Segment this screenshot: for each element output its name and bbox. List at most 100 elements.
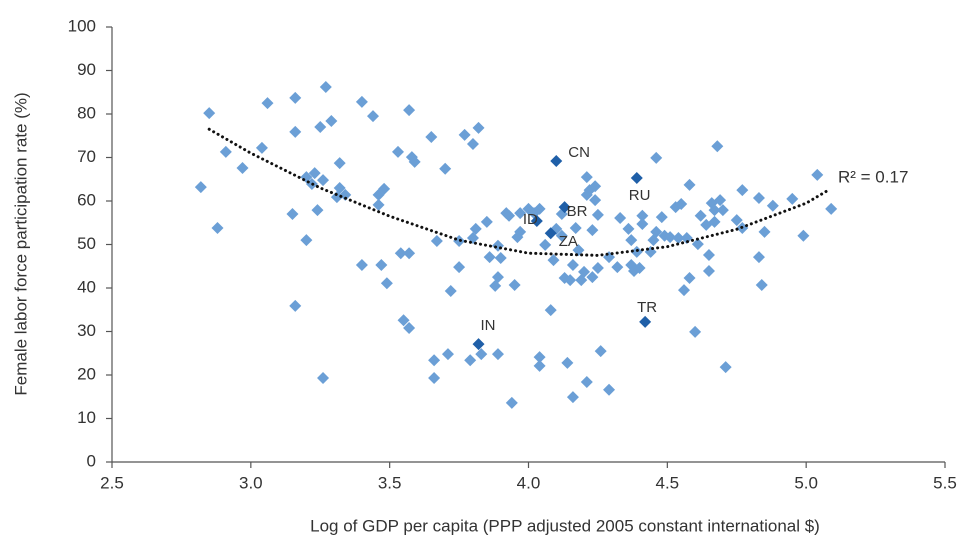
scatter-point <box>403 322 416 335</box>
scatter-point <box>683 271 696 284</box>
y-tick-label: 30 <box>77 321 96 340</box>
scatter-point <box>530 215 543 228</box>
scatter-point <box>558 201 571 214</box>
scatter-point <box>533 359 546 372</box>
scatter-point <box>630 245 643 258</box>
scatter-point <box>564 274 577 287</box>
scatter-point <box>633 261 646 274</box>
scatter-point <box>289 299 302 312</box>
scatter-point <box>491 271 504 284</box>
scatter-point <box>644 245 657 258</box>
scatter-point <box>708 204 721 217</box>
scatter-point <box>730 214 743 227</box>
y-tick-label: 90 <box>77 60 96 79</box>
scatter-point <box>708 215 721 228</box>
scatter-point <box>219 145 232 158</box>
scatter-point <box>591 208 604 221</box>
scatter-point <box>636 209 649 222</box>
point-label: ID <box>523 211 538 228</box>
scatter-point <box>311 204 324 217</box>
scatter-point <box>752 251 765 264</box>
scatter-point <box>589 180 602 193</box>
scatter-point <box>367 110 380 123</box>
scatter-point <box>317 174 330 187</box>
scatter-point <box>675 198 688 211</box>
scatter-point <box>330 191 343 204</box>
scatter-point <box>639 315 652 328</box>
scatter-point <box>397 314 410 327</box>
scatter-point <box>694 209 707 222</box>
scatter-point <box>314 121 327 134</box>
scatter-point <box>211 221 224 234</box>
scatter-point <box>622 222 635 235</box>
scatter-point <box>333 181 346 194</box>
scatter-point <box>319 81 332 94</box>
scatter-point <box>677 284 690 297</box>
scatter-point <box>719 361 732 374</box>
y-axis-title: Female labor force participation rate (%… <box>11 92 30 395</box>
scatter-point <box>203 107 216 120</box>
scatter-point <box>547 254 560 267</box>
scatter-point <box>261 97 274 110</box>
scatter-point <box>472 121 485 134</box>
scatter-point <box>569 221 582 234</box>
scatter-point <box>469 222 482 235</box>
scatter-point <box>380 277 393 290</box>
scatter-point <box>308 167 321 180</box>
scatter-point <box>355 95 368 108</box>
scatter-point <box>439 162 452 175</box>
scatter-point <box>441 348 454 361</box>
scatter-point <box>664 231 677 244</box>
y-tick-label: 60 <box>77 190 96 209</box>
scatter-point <box>444 285 457 298</box>
scatter-point <box>572 244 585 257</box>
scatter-point <box>797 229 810 242</box>
scatter-point <box>375 258 388 271</box>
scatter-point <box>355 258 368 271</box>
scatter-point <box>458 128 471 141</box>
scatter-point <box>555 229 568 242</box>
y-tick-label: 70 <box>77 147 96 166</box>
scatter-point <box>566 391 579 404</box>
scatter-point <box>491 348 504 361</box>
scatter-point <box>539 238 552 251</box>
scatter-point <box>630 171 643 184</box>
scatter-point <box>317 372 330 385</box>
scatter-point <box>591 261 604 274</box>
scatter-point <box>403 104 416 117</box>
x-tick-label: 3.5 <box>378 473 402 492</box>
scatter-point <box>466 231 479 244</box>
scatter-point <box>714 194 727 207</box>
scatter-point <box>494 251 507 264</box>
scatter-point <box>491 239 504 252</box>
x-tick-label: 5.0 <box>794 473 818 492</box>
scatter-point <box>702 265 715 278</box>
scatter-point <box>580 171 593 184</box>
scatter-point <box>544 227 557 240</box>
scatter-point <box>561 356 574 369</box>
point-label: RU <box>629 187 651 204</box>
scatter-point <box>300 234 313 247</box>
y-tick-label: 80 <box>77 103 96 122</box>
scatter-point <box>286 208 299 221</box>
scatter-point <box>503 209 516 222</box>
scatter-point <box>655 211 668 224</box>
x-tick-label: 5.5 <box>933 473 957 492</box>
scatter-point <box>766 199 779 212</box>
scatter-point <box>736 184 749 197</box>
scatter-point <box>689 325 702 338</box>
scatter-point <box>636 218 649 231</box>
scatter-point <box>691 238 704 251</box>
scatter-point <box>372 198 385 211</box>
scatter-point <box>611 261 624 274</box>
scatter-point <box>289 125 302 138</box>
scatter-point <box>586 271 599 284</box>
x-axis-title: Log of GDP per capita (PPP adjusted 2005… <box>310 516 820 535</box>
scatter-point <box>650 225 663 238</box>
scatter-point <box>589 194 602 207</box>
scatter-point <box>702 248 715 261</box>
scatter-point <box>236 161 249 174</box>
scatter-point <box>755 278 768 291</box>
x-tick-label: 3.0 <box>239 473 263 492</box>
